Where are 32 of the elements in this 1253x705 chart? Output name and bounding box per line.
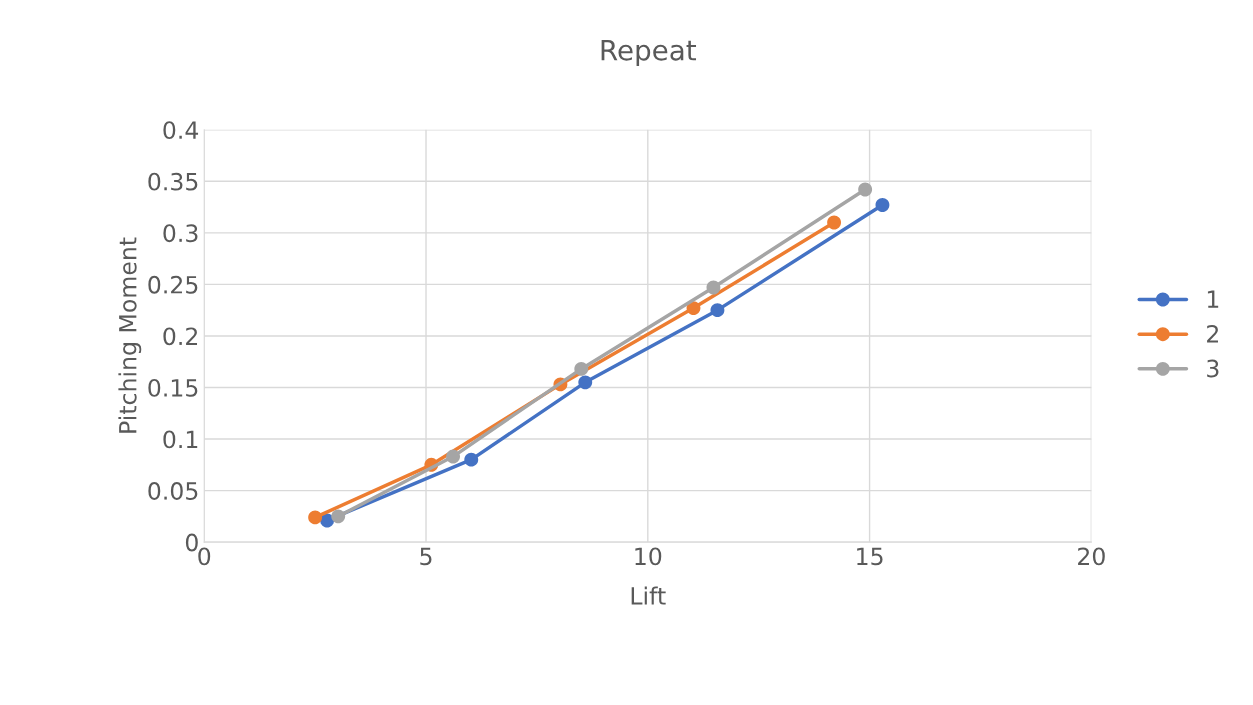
x-tick-label: 20 [1078,547,1105,566]
y-tick-label: 0.4 [163,121,199,140]
point [686,301,701,316]
x-tick-label: 0 [198,547,211,566]
x-tick-label: 10 [635,547,662,566]
point [706,280,721,295]
point [331,509,346,524]
x-axis-title: Lift [631,586,666,605]
y-tick-label: 0.35 [148,172,198,191]
x-tick-label: 15 [857,547,883,566]
y-tick-label: 0.25 [148,275,198,294]
point [574,361,589,376]
point [710,303,725,318]
y-tick-label: 0.3 [163,224,198,243]
point [578,375,593,390]
point [858,182,873,197]
legend-label: 3 [1207,359,1219,378]
x-tick-label: 5 [420,547,432,566]
chart-title: Repeat [601,40,697,67]
point [875,198,890,212]
y-tick-label: 0.2 [163,327,198,346]
legend-label: 1 [1207,290,1219,308]
point [308,510,323,525]
point [464,452,479,467]
y-tick-label: 0.05 [148,482,198,500]
y-tick-label: 0 [185,533,198,552]
point [446,449,461,464]
y-tick-label: 0.1 [163,430,198,449]
y-axis-title: Pitching Moment [118,237,142,433]
legend-label: 2 [1207,324,1218,343]
y-tick-label: 0.15 [148,378,198,397]
point [827,215,842,230]
